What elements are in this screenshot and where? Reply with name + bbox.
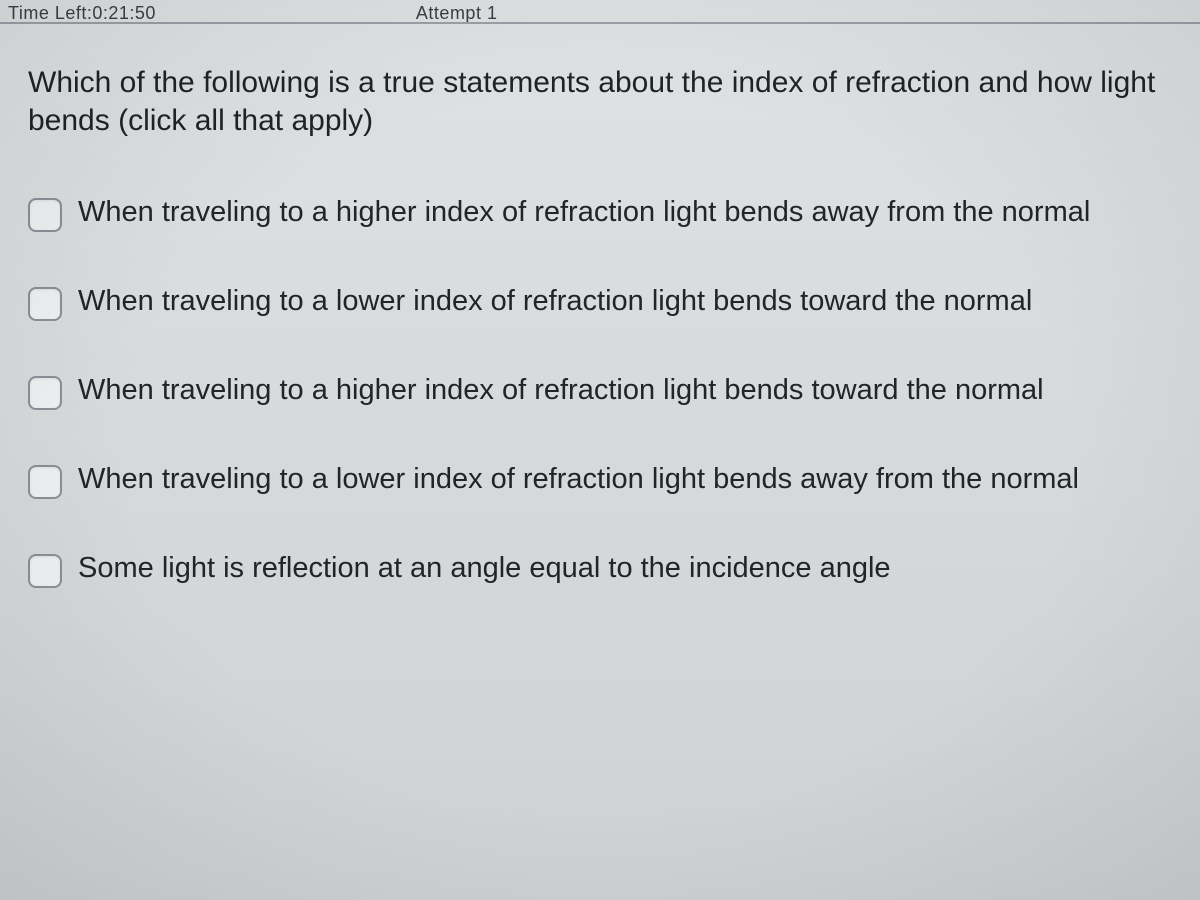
option-3: When traveling to a higher index of refr… <box>28 373 1172 410</box>
option-4-checkbox[interactable] <box>28 465 62 499</box>
option-1-checkbox[interactable] <box>28 198 62 232</box>
option-3-text: When traveling to a higher index of refr… <box>78 373 1044 408</box>
option-2-text: When traveling to a lower index of refra… <box>78 284 1032 319</box>
option-2-checkbox[interactable] <box>28 287 62 321</box>
option-4-text: When traveling to a lower index of refra… <box>78 462 1079 497</box>
option-2: When traveling to a lower index of refra… <box>28 284 1172 321</box>
option-5-checkbox[interactable] <box>28 554 62 588</box>
option-1-text: When traveling to a higher index of refr… <box>78 195 1090 230</box>
question-area: Which of the following is a true stateme… <box>0 24 1200 608</box>
option-1: When traveling to a higher index of refr… <box>28 195 1172 232</box>
top-bar: Time Left:0:21:50 Attempt 1 <box>0 0 1200 24</box>
option-5-text: Some light is reflection at an angle equ… <box>78 551 891 586</box>
answer-options: When traveling to a higher index of refr… <box>28 195 1172 588</box>
question-prompt: Which of the following is a true stateme… <box>28 64 1172 139</box>
option-4: When traveling to a lower index of refra… <box>28 462 1172 499</box>
option-3-checkbox[interactable] <box>28 376 62 410</box>
quiz-screen: Time Left:0:21:50 Attempt 1 Which of the… <box>0 0 1200 900</box>
time-left-label: Time Left:0:21:50 <box>8 3 156 24</box>
option-5: Some light is reflection at an angle equ… <box>28 551 1172 588</box>
attempt-label: Attempt 1 <box>416 3 498 24</box>
